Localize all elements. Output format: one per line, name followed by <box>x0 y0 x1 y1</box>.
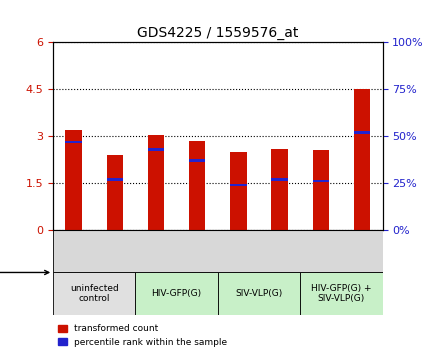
Bar <box>65 130 82 230</box>
Bar <box>271 149 288 230</box>
Text: HIV-GFP(G) +
SIV-VLP(G): HIV-GFP(G) + SIV-VLP(G) <box>311 284 371 303</box>
Bar <box>230 152 246 230</box>
Bar <box>107 155 123 230</box>
Title: GDS4225 / 1559576_at: GDS4225 / 1559576_at <box>137 26 298 40</box>
FancyBboxPatch shape <box>53 273 136 315</box>
Bar <box>354 131 370 134</box>
Text: SIV-VLP(G): SIV-VLP(G) <box>235 289 283 298</box>
FancyBboxPatch shape <box>136 273 218 315</box>
Bar <box>354 89 370 230</box>
Bar <box>107 178 123 181</box>
Text: uninfected
control: uninfected control <box>70 284 119 303</box>
Bar <box>148 135 164 230</box>
Bar <box>271 178 288 181</box>
FancyBboxPatch shape <box>53 230 382 273</box>
Bar <box>65 141 82 143</box>
Bar <box>230 184 246 186</box>
FancyBboxPatch shape <box>218 273 300 315</box>
Bar <box>189 141 205 230</box>
Text: HIV-GFP(G): HIV-GFP(G) <box>152 289 202 298</box>
Bar <box>189 159 205 162</box>
Bar <box>148 148 164 150</box>
Legend: transformed count, percentile rank within the sample: transformed count, percentile rank withi… <box>56 321 230 349</box>
Bar <box>312 180 329 182</box>
FancyBboxPatch shape <box>300 273 383 315</box>
Text: infection: infection <box>0 268 49 278</box>
Bar <box>312 150 329 230</box>
